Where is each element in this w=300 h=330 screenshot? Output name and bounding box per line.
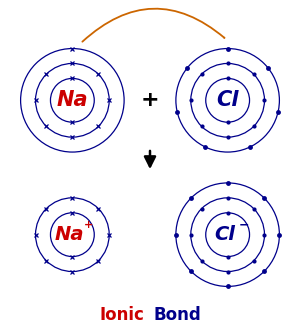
Text: −: −	[238, 218, 249, 231]
Text: Na: Na	[55, 225, 84, 244]
Text: Cl: Cl	[214, 225, 235, 244]
Text: +: +	[84, 220, 93, 230]
Text: Bond: Bond	[154, 306, 202, 324]
Text: Ionic: Ionic	[100, 306, 145, 324]
Text: +: +	[141, 90, 159, 110]
FancyArrowPatch shape	[82, 9, 224, 42]
Text: Na: Na	[56, 90, 88, 110]
Text: Cl: Cl	[216, 90, 239, 110]
